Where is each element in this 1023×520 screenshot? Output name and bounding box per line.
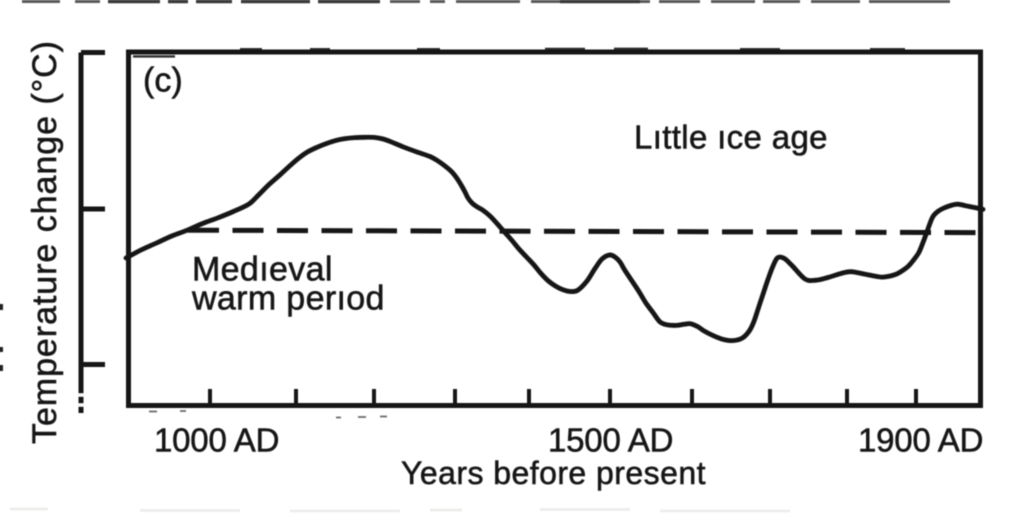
svg-text:warm perıod: warm perıod — [191, 280, 385, 318]
svg-text:(c): (c) — [143, 62, 183, 100]
svg-text:Medıeval: Medıeval — [192, 251, 333, 289]
svg-text:Years before present: Years before present — [401, 455, 706, 491]
svg-text:Temperature change (°C): Temperature change (°C) — [26, 41, 64, 444]
svg-text:Lıttle ıce age: Lıttle ıce age — [634, 119, 828, 156]
svg-text:1900 AD: 1900 AD — [858, 422, 983, 459]
svg-text:1500 AD: 1500 AD — [548, 422, 673, 459]
svg-text:1000 AD: 1000 AD — [154, 422, 279, 459]
